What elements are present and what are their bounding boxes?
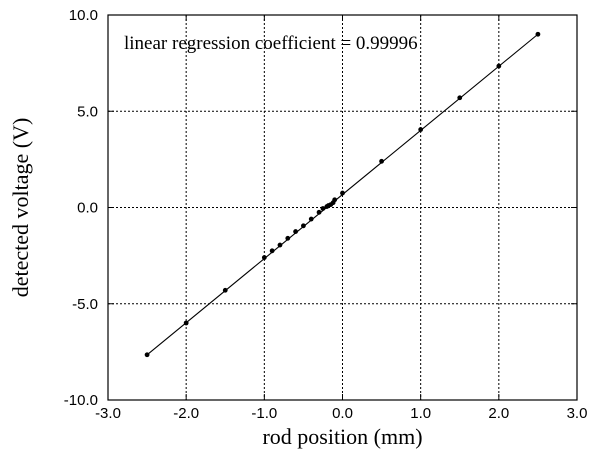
data-point: [285, 235, 291, 241]
data-point: [269, 248, 275, 254]
y-axis-title: detected voltage (V): [8, 118, 33, 298]
data-point: [261, 255, 267, 260]
x-axis-title: rod position (mm): [262, 424, 422, 449]
y-tick-labels: -10.0 -5.0 0.0 5.0 10.0: [64, 7, 98, 409]
x-tick-label: -3.0: [95, 405, 121, 422]
data-point: [301, 223, 306, 229]
x-tick-labels: -3.0 -2.0 -1.0 0.0 1.0 2.0 3.0: [95, 405, 587, 422]
data-point: [418, 127, 424, 132]
y-tick-label: -5.0: [72, 296, 98, 313]
x-tick-label: 1.0: [410, 405, 431, 422]
data-point: [496, 63, 502, 69]
data-point: [183, 320, 189, 326]
x-tick-label: 2.0: [488, 405, 509, 422]
data-points: [144, 31, 541, 358]
tick-marks: [107, 14, 578, 401]
y-tick-label: 10.0: [69, 7, 98, 24]
x-tick-label: 3.0: [567, 405, 588, 422]
regression-annotation: linear regression coefficient = 0.99996: [124, 33, 418, 54]
data-point: [332, 197, 338, 203]
x-tick-label: -2.0: [173, 405, 199, 422]
y-tick-label: 5.0: [77, 103, 98, 120]
x-tick-label: 0.0: [332, 405, 353, 422]
data-point: [308, 216, 314, 222]
y-tick-label: 0.0: [77, 200, 98, 217]
data-point: [144, 352, 150, 358]
y-tick-label: -10.0: [64, 392, 98, 409]
grid-lines: [108, 15, 577, 400]
data-point: [379, 158, 384, 164]
data-point: [320, 206, 326, 211]
x-tick-label: -1.0: [251, 405, 277, 422]
data-point: [457, 95, 463, 101]
data-point: [340, 190, 345, 196]
data-point: [316, 209, 322, 215]
data-point: [535, 31, 541, 37]
data-point: [293, 229, 298, 234]
data-point: [222, 287, 228, 293]
data-point: [277, 242, 283, 248]
